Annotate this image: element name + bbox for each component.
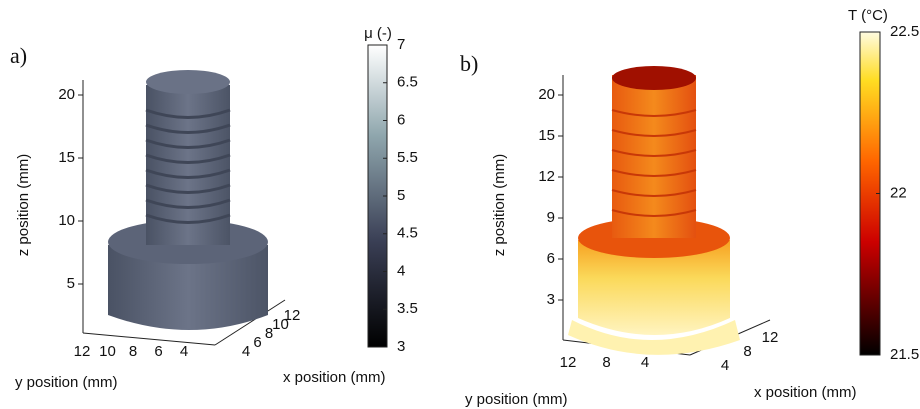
axis-label: x position (mm) <box>283 369 386 386</box>
x-tick-label: 12 <box>284 307 301 324</box>
colorbar-tick-label: 6 <box>397 111 405 128</box>
colorbar-tick-label: 4 <box>397 262 405 279</box>
colorbar-tick-label: 5 <box>397 187 405 204</box>
z-tick-label: 10 <box>58 212 75 229</box>
colorbar-label: μ (-) <box>364 25 392 42</box>
y-tick-label: 10 <box>99 343 116 360</box>
x-tick-label: 4 <box>721 357 729 374</box>
y-tick-label: 8 <box>602 354 610 371</box>
z-tick-label: 5 <box>67 275 75 292</box>
x-tick-label: 8 <box>265 325 273 342</box>
axis-line <box>214 299 286 346</box>
x-tick-label: 12 <box>762 329 779 346</box>
y-tick-label: 6 <box>154 343 162 360</box>
x-tick-label: 6 <box>253 334 261 351</box>
panel-label: a) <box>10 43 27 68</box>
y-tick-label: 4 <box>180 343 188 360</box>
z-tick-label: 20 <box>538 86 555 103</box>
z-tick-label: 9 <box>547 209 555 226</box>
axis-label: z position (mm) <box>15 154 32 257</box>
y-tick-label: 4 <box>641 354 649 371</box>
axis-label: y position (mm) <box>15 374 118 391</box>
axis-line <box>82 332 216 346</box>
panel-label: b) <box>460 51 478 76</box>
colorbar-tick-label: 3 <box>397 338 405 355</box>
y-tick-label: 8 <box>129 343 137 360</box>
bolt-rendering <box>568 66 740 355</box>
x-tick-label: 10 <box>272 316 289 333</box>
colorbar-tick-label: 21.5 <box>890 346 919 363</box>
z-tick-label: 15 <box>538 127 555 144</box>
colorbar-tick-label: 7 <box>397 36 405 53</box>
z-tick-label: 15 <box>58 149 75 166</box>
axis-label: y position (mm) <box>465 391 568 408</box>
colorbar-tick-label: 4.5 <box>397 225 418 242</box>
colorbar-tick-label: 6.5 <box>397 74 418 91</box>
x-tick-label: 8 <box>743 343 751 360</box>
bolt-rendering <box>108 70 268 330</box>
z-tick-label: 12 <box>538 168 555 185</box>
colorbar-tick-label: 5.5 <box>397 149 418 166</box>
colorbar-tick-label: 3.5 <box>397 300 418 317</box>
colorbar-tick-label: 22 <box>890 184 907 201</box>
x-tick-label: 4 <box>242 343 250 360</box>
axis-label: x position (mm) <box>754 384 857 401</box>
z-tick-label: 20 <box>58 86 75 103</box>
z-tick-label: 6 <box>547 250 555 267</box>
colorbar-label: T (°C) <box>848 7 888 24</box>
axis-label: z position (mm) <box>491 154 508 257</box>
y-tick-label: 12 <box>560 354 577 371</box>
y-tick-label: 12 <box>74 343 91 360</box>
z-tick-label: 3 <box>547 291 555 308</box>
colorbar-tick-label: 22.5 <box>890 23 919 40</box>
